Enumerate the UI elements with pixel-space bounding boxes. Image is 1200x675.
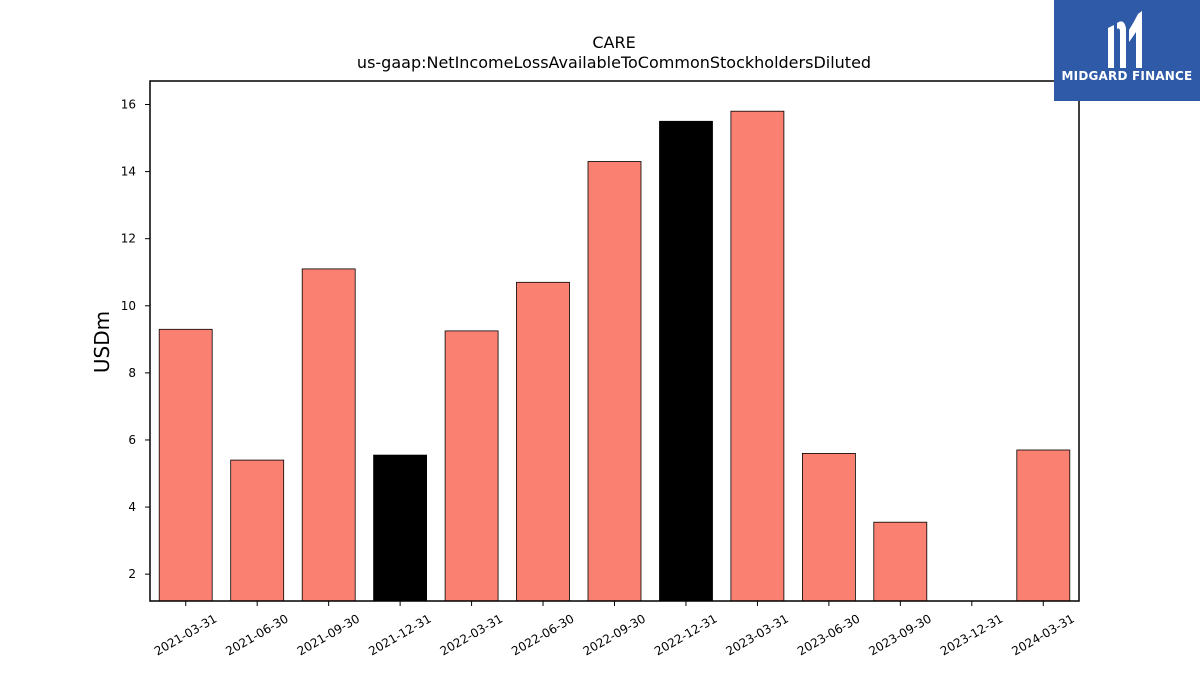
bar: [301, 268, 356, 602]
y-axis-label: USDm: [90, 311, 114, 373]
y-tick-label: 10: [121, 299, 136, 313]
bar: [587, 161, 642, 602]
midgard-logo-icon: [1108, 11, 1142, 68]
y-tick-label: 16: [121, 97, 136, 111]
y-tick-label: 6: [128, 433, 136, 447]
x-tick-label: 2022-09-30: [581, 611, 648, 658]
bar: [802, 452, 856, 602]
bar-group: [158, 110, 1071, 602]
bar: [659, 120, 713, 602]
brand-name: MIDGARD FINANCE: [1061, 69, 1193, 83]
x-tick-label: 2021-09-30: [295, 611, 362, 658]
x-tick-label: 2021-06-30: [223, 611, 290, 658]
y-tick-label: 4: [128, 500, 136, 514]
y-tick-label: 2: [128, 567, 136, 581]
chart-title: CARE: [592, 33, 635, 52]
y-axis-ticks: 2 4 6 8 10 12 14 16: [121, 97, 150, 581]
x-tick-label: 2023-09-30: [866, 611, 933, 658]
x-tick-label: 2023-06-30: [795, 611, 862, 658]
x-tick-label: 2024-03-31: [1009, 611, 1076, 658]
y-tick-label: 14: [121, 165, 136, 179]
x-tick-label: 2022-12-31: [652, 611, 719, 658]
bar: [730, 110, 785, 602]
bar: [444, 330, 499, 602]
x-tick-label: 2021-12-31: [366, 611, 433, 658]
x-tick-label: 2022-06-30: [509, 611, 576, 658]
y-tick-label: 8: [128, 366, 136, 380]
y-tick-label: 12: [121, 232, 136, 246]
bar: [158, 328, 213, 602]
bar: [516, 281, 570, 602]
bar: [1016, 449, 1071, 602]
x-axis-ticks: 2021-03-31 2021-06-30 2021-09-30 2021-12-31…: [152, 601, 1077, 658]
x-tick-label: 2023-03-31: [724, 611, 791, 658]
bar: [873, 521, 928, 602]
x-tick-label: 2021-03-31: [152, 611, 219, 658]
bar: [230, 459, 285, 602]
bar: [373, 454, 428, 602]
brand-logo: MIDGARD FINANCE: [1054, 0, 1200, 101]
chart-subtitle: us-gaap:NetIncomeLossAvailableToCommonSt…: [357, 53, 871, 72]
x-tick-label: 2023-12-31: [938, 611, 1005, 658]
plot-frame: [149, 80, 1080, 602]
x-tick-label: 2022-03-31: [438, 611, 505, 658]
